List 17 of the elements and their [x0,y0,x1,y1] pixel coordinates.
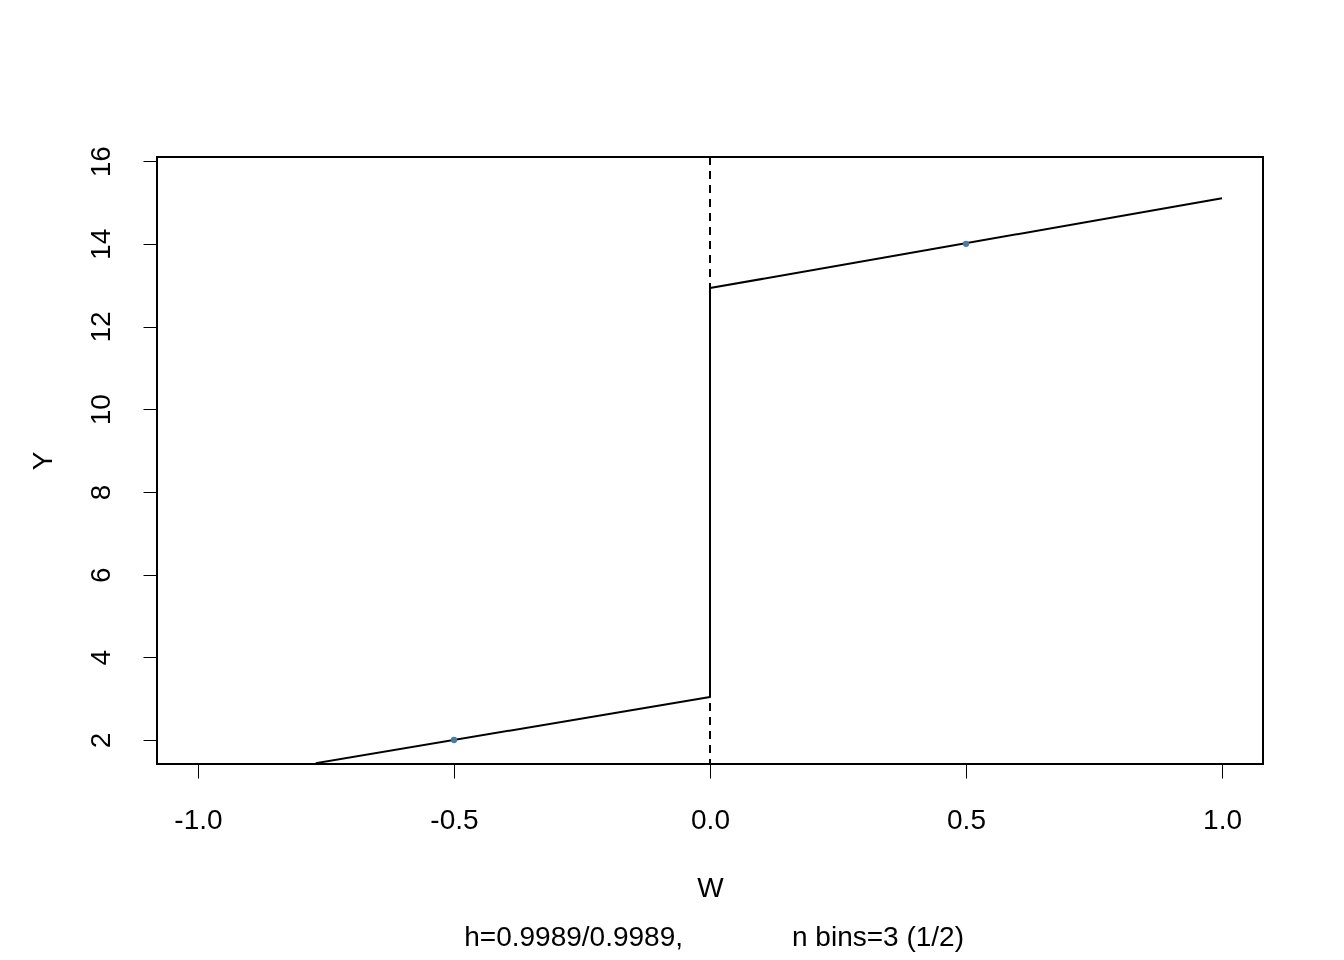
x-tick-label: -0.5 [430,803,479,835]
y-tick-label: 6 [84,567,116,583]
y-tick-label: 10 [84,394,116,426]
x-tick-label: 1.0 [1203,803,1243,835]
x-axis-title: W [697,871,725,903]
y-tick-label: 16 [84,146,116,178]
y-tick-label: 14 [84,228,116,260]
x-tick-label: 0.5 [947,803,986,835]
y-axis-title: Y [26,451,58,471]
text: h=0.9989/0.9989, [464,921,683,952]
y-tick-label: 4 [84,650,116,666]
y-tick-label: 2 [84,732,116,749]
x-tick-label: 0.0 [691,803,730,835]
x-tick-label: -1.0 [174,803,223,835]
y-tick-label: 8 [84,484,116,501]
y-tick-label: 12 [84,311,116,343]
text: n bins=3 (1/2) [792,921,964,952]
